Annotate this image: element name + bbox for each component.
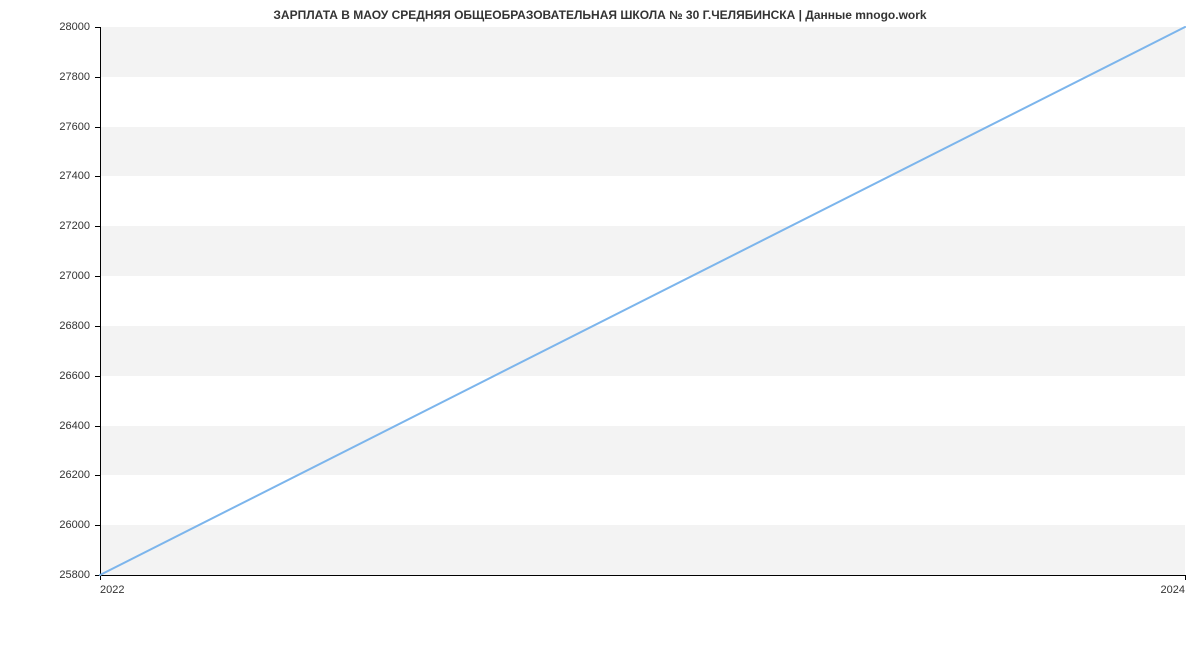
y-axis-label: 26000	[59, 519, 90, 531]
x-tick	[1185, 575, 1186, 580]
y-axis-label: 28000	[59, 21, 90, 33]
x-axis-label: 2024	[1161, 584, 1185, 596]
y-axis-label: 27800	[59, 71, 90, 83]
x-axis-label: 2022	[100, 584, 124, 596]
y-axis-label: 27000	[59, 270, 90, 282]
plot-area: 2580026000262002640026600268002700027200…	[100, 27, 1185, 575]
line-series-svg	[100, 27, 1185, 575]
y-axis-label: 26200	[59, 469, 90, 481]
y-axis-label: 27400	[59, 170, 90, 182]
chart-title: ЗАРПЛАТА В МАОУ СРЕДНЯЯ ОБЩЕОБРАЗОВАТЕЛЬ…	[0, 8, 1200, 22]
y-axis-label: 26800	[59, 320, 90, 332]
chart-container: ЗАРПЛАТА В МАОУ СРЕДНЯЯ ОБЩЕОБРАЗОВАТЕЛЬ…	[0, 0, 1200, 650]
y-axis-label: 27200	[59, 220, 90, 232]
y-axis-label: 27600	[59, 121, 90, 133]
y-axis-label: 26400	[59, 420, 90, 432]
line-series	[100, 27, 1185, 575]
x-axis-line	[100, 575, 1185, 576]
y-axis-label: 26600	[59, 370, 90, 382]
y-axis-label: 25800	[59, 569, 90, 581]
